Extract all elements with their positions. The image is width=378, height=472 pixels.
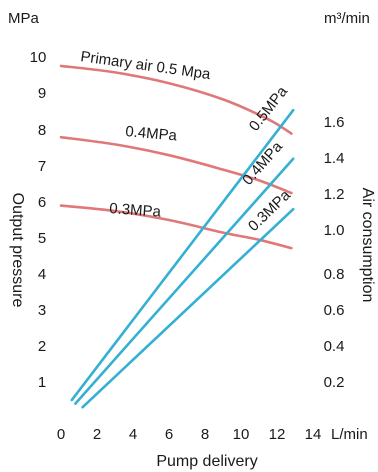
x-tick-label: 10 <box>233 426 250 443</box>
pressure-curve <box>59 204 293 250</box>
y-tick-label-left: 2 <box>38 338 46 355</box>
y-tick-label-left: 7 <box>38 158 46 175</box>
y-tick-label-right: 0.4 <box>324 338 345 355</box>
series-label: 0.5MPa <box>246 83 292 135</box>
y-tick-label-right: 0.6 <box>324 302 345 319</box>
y-tick-label-right: 0.2 <box>324 374 345 391</box>
x-tick-label: 12 <box>269 426 286 443</box>
consumption-line <box>74 157 295 405</box>
y-tick-label-left: 5 <box>38 230 46 247</box>
pressure-curve <box>59 135 293 195</box>
series-label: 0.3MPa <box>109 200 162 221</box>
x-tick-label: 4 <box>129 426 137 443</box>
left-unit-label: MPa <box>8 10 40 27</box>
x-unit-label: L/min <box>331 426 368 443</box>
left-axis-labels: MPa 1 2 3 4 5 6 7 8 9 10 Output pressure <box>8 10 46 391</box>
y-tick-label-left: 9 <box>38 85 46 102</box>
x-tick-label: 2 <box>93 426 101 443</box>
x-tick-label: 6 <box>165 426 173 443</box>
right-unit-label: m³/min <box>324 10 370 27</box>
y-tick-label-right: 1.2 <box>324 186 345 203</box>
right-axis-labels: m³/min 0.2 0.4 0.6 0.8 1.0 1.2 1.4 1.6 A… <box>324 10 376 391</box>
x-tick-label: 8 <box>201 426 209 443</box>
x-axis-labels: 0 2 4 6 8 10 12 14 L/min Pump delivery <box>57 426 368 470</box>
y-tick-label-right: 1.0 <box>324 222 345 239</box>
y-tick-label-left: 4 <box>38 266 46 283</box>
y-tick-label-left: 6 <box>38 194 46 211</box>
x-tick-label: 14 <box>305 426 322 443</box>
consumption-line <box>70 108 295 402</box>
pressure-curve <box>59 64 293 135</box>
left-axis-title: Output pressure <box>9 193 26 308</box>
y-tick-label-left: 10 <box>30 49 47 66</box>
right-axis-title: Air consumption <box>359 188 376 303</box>
y-tick-label-right: 1.4 <box>324 150 345 167</box>
consumption-line <box>81 207 295 409</box>
y-tick-label-left: 1 <box>38 374 46 391</box>
series-label: 0.4MPa <box>125 123 179 144</box>
y-tick-label-left: 3 <box>38 302 46 319</box>
curve-labels: Primary air 0.5 Mpa 0.4MPa 0.3MPa 0.5MPa… <box>79 48 294 235</box>
y-tick-label-left: 8 <box>38 122 46 139</box>
y-tick-label-right: 0.8 <box>324 266 345 283</box>
x-tick-label: 0 <box>57 426 65 443</box>
x-axis-title: Pump delivery <box>156 453 257 470</box>
plot-area <box>59 64 295 409</box>
series-label: 0.3MPa <box>245 186 294 235</box>
y-tick-label-right: 1.6 <box>324 114 345 131</box>
